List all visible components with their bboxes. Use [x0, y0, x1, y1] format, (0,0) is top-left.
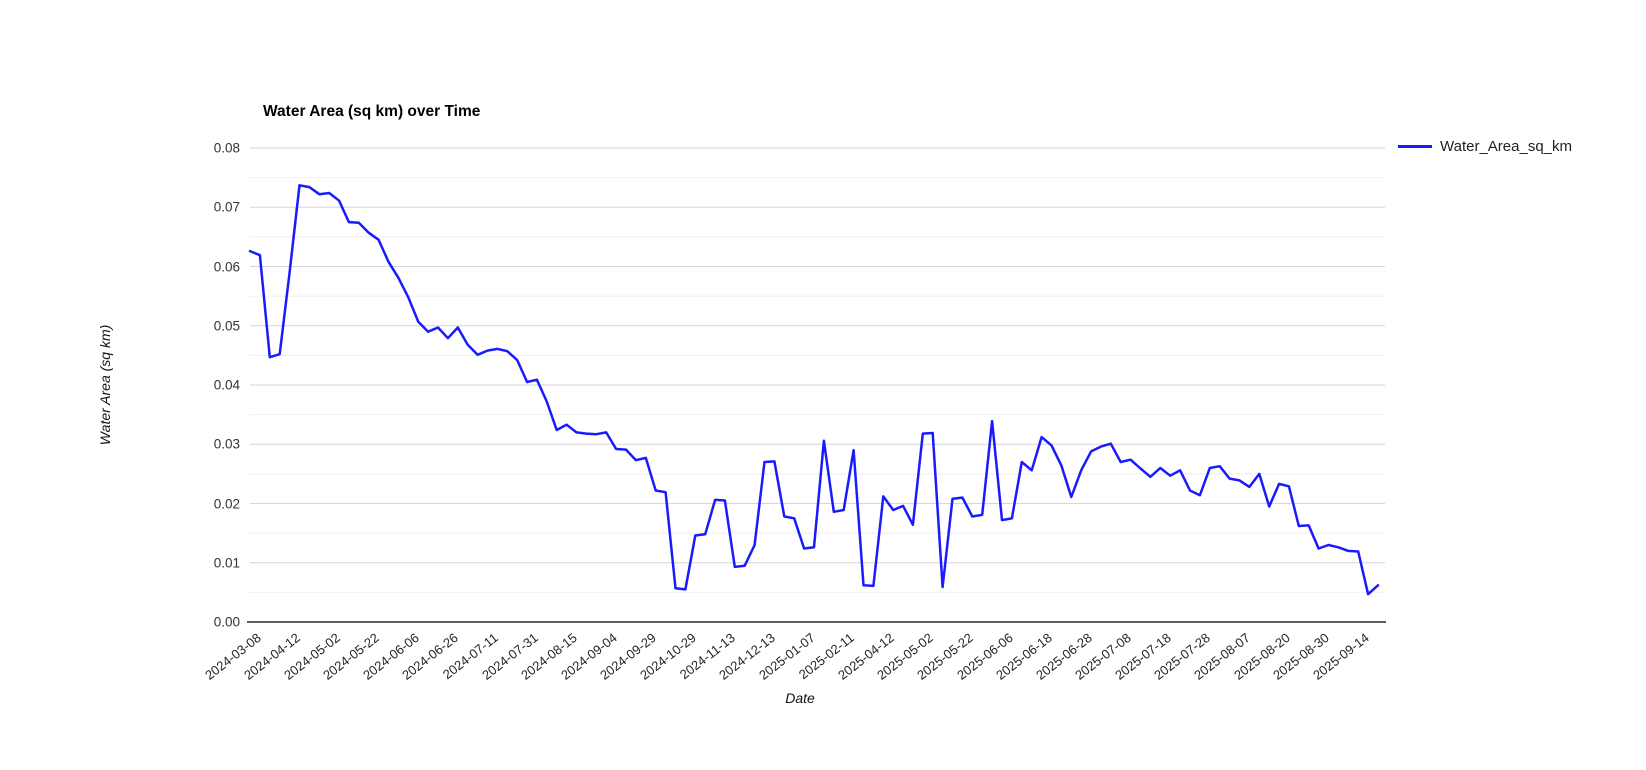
- y-axis-title: Water Area (sq km): [97, 324, 113, 446]
- y-tick-label: 0.03: [213, 436, 240, 452]
- chart-title: Water Area (sq km) over Time: [263, 103, 481, 120]
- y-tick-label: 0.02: [213, 496, 240, 511]
- legend-label: Water_Area_sq_km: [1440, 138, 1572, 155]
- x-axis-title: Date: [785, 690, 815, 706]
- y-tick-label: 0.05: [213, 318, 240, 334]
- legend-line-swatch: [1398, 145, 1432, 148]
- y-tick-label: 0.04: [213, 377, 240, 393]
- legend-item-water-area[interactable]: Water_Area_sq_km: [1398, 138, 1572, 155]
- y-tick-label: 0.01: [213, 555, 240, 571]
- y-tick-label: 0.08: [213, 140, 240, 156]
- y-tick-label: 0.00: [213, 614, 240, 630]
- data-series-line[interactable]: [248, 184, 1380, 596]
- y-tick-label: 0.07: [213, 199, 240, 215]
- y-tick-label: 0.06: [213, 259, 240, 274]
